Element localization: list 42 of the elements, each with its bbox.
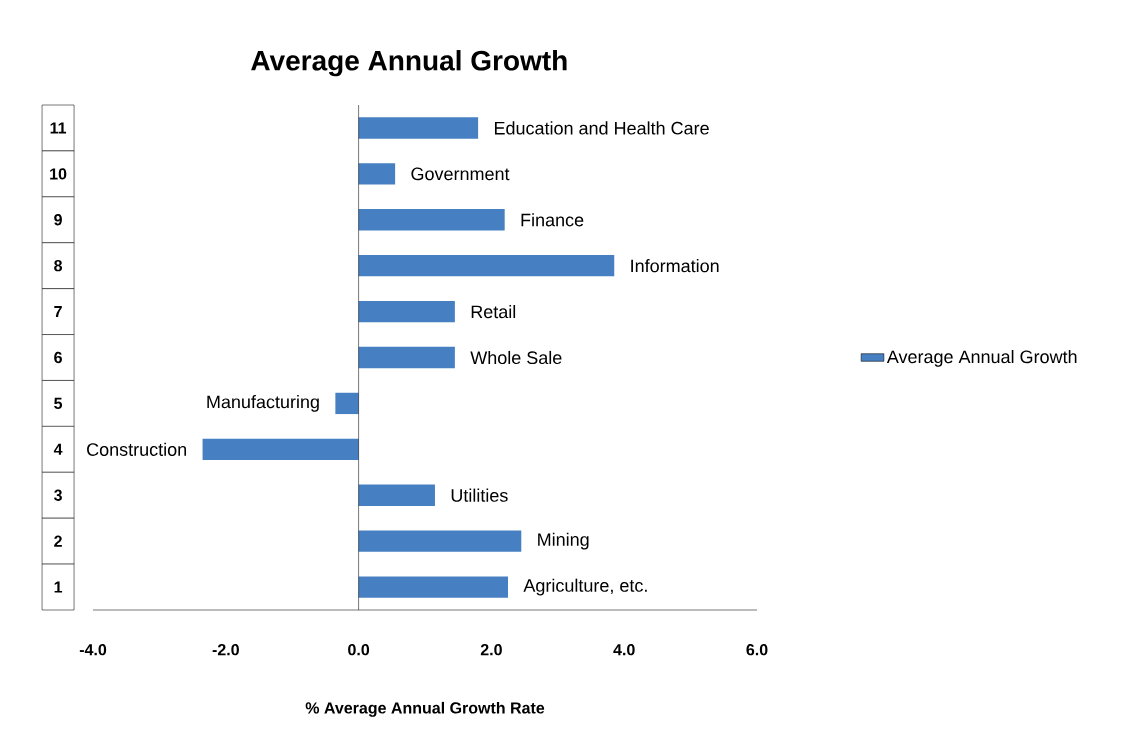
x-tick-label: 2.0 bbox=[480, 644, 502, 656]
bar bbox=[358, 576, 508, 598]
bar bbox=[358, 530, 522, 552]
y-tick-label: 1 bbox=[54, 581, 63, 593]
annotation: Utilities bbox=[451, 488, 508, 502]
y-tick-label: 10 bbox=[50, 168, 67, 180]
y-tick-label: 8 bbox=[54, 260, 63, 272]
bar bbox=[202, 438, 359, 460]
annotation: Finance bbox=[521, 213, 584, 227]
annotation: Government bbox=[411, 167, 510, 181]
annotation: Agriculture, etc. bbox=[523, 578, 647, 596]
bar bbox=[358, 255, 615, 277]
annotation: Information bbox=[631, 259, 719, 273]
x-axis-title: % Average Annual Growth Rate bbox=[305, 701, 545, 717]
y-tick-label: 9 bbox=[54, 214, 62, 226]
bar bbox=[358, 117, 479, 139]
annotation: Mining bbox=[538, 532, 589, 550]
bar bbox=[358, 163, 396, 185]
y-tick-label: 6 bbox=[54, 351, 62, 364]
annotation: Whole Sale bbox=[470, 350, 562, 365]
bar bbox=[358, 346, 455, 369]
annotation: Construction bbox=[87, 442, 187, 456]
y-tick-label: 4 bbox=[53, 443, 63, 455]
x-tick-label: -4.0 bbox=[79, 644, 107, 656]
chart-title: Average Annual Growth bbox=[251, 50, 567, 77]
x-tick-label: 6.0 bbox=[746, 644, 768, 656]
y-tick-label: 3 bbox=[53, 489, 62, 501]
annotation: Manufacturing bbox=[207, 395, 319, 412]
legend-label: Average Annual Growth bbox=[886, 349, 1077, 367]
y-tick-label: 5 bbox=[54, 397, 63, 409]
bar bbox=[358, 209, 505, 231]
annotation: Retail bbox=[471, 304, 516, 319]
y-tick-label: 7 bbox=[54, 306, 62, 318]
bar bbox=[358, 300, 455, 323]
annotation: Education and Health Care bbox=[494, 121, 709, 135]
bar bbox=[358, 484, 435, 506]
x-tick-label: 4.0 bbox=[613, 644, 635, 656]
y-tick-label: 2 bbox=[54, 535, 62, 547]
bar bbox=[335, 392, 359, 415]
x-tick-label: -2.0 bbox=[212, 644, 239, 656]
y-tick-label: 11 bbox=[50, 122, 67, 134]
x-tick-label: 0.0 bbox=[348, 644, 370, 656]
